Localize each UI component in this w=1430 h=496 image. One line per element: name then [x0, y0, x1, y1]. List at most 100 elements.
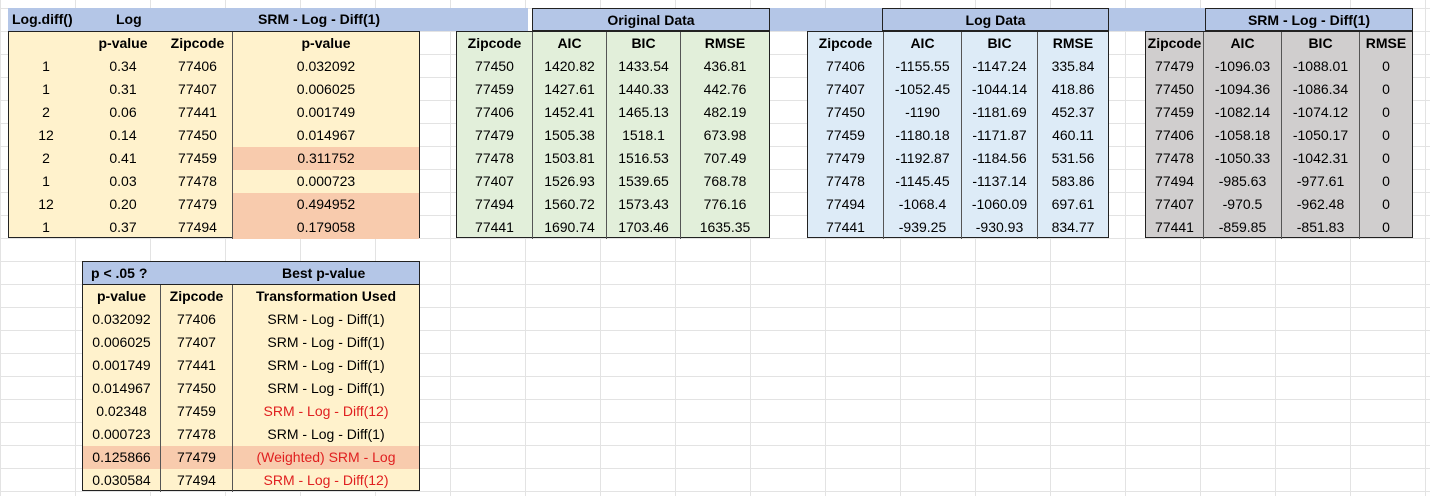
table-cell: -930.93 — [962, 216, 1038, 239]
table-cell: -1184.56 — [962, 147, 1038, 170]
table-cell: 2 — [42, 150, 50, 166]
table-cell: -1074.12 — [1282, 101, 1360, 124]
table-cell: 0.02348 — [83, 400, 161, 423]
table-row: 1 0.03 77478 0.000723 — [9, 170, 419, 193]
table-row: 77459 1427.61 1440.33 442.76 — [457, 78, 769, 101]
table-cell: 1539.65 — [607, 170, 681, 193]
table-row: 77494 -1068.4 -1060.09 697.61 — [808, 193, 1108, 216]
table-cell: 77406 — [808, 55, 884, 78]
table-cell: 1573.43 — [607, 193, 681, 216]
table-cell: SRM - Log - Diff(1) — [267, 426, 385, 442]
table-row: 1 0.37 77494 0.179058 — [9, 216, 419, 239]
table-row: 77478 -1050.33 -1042.31 0 — [1146, 147, 1412, 170]
table-cell: 0.014967 — [296, 127, 356, 143]
table-row: 0.030584 77494 SRM - Log - Diff(12) — [83, 469, 419, 492]
table-cell: 0.006025 — [83, 331, 161, 354]
column-header: BIC — [607, 32, 681, 55]
table-cell: -1137.14 — [962, 170, 1038, 193]
table-cell: 335.84 — [1051, 58, 1095, 74]
table-row: 2 0.41 77459 0.311752 — [9, 147, 419, 170]
table-row: 77450 -1190 -1181.69 452.37 — [808, 101, 1108, 124]
table-cell: -962.48 — [1282, 193, 1360, 216]
table-cell: 1427.61 — [533, 78, 607, 101]
table-cell: 1 — [42, 81, 50, 97]
table-cell: 77479 — [161, 446, 233, 469]
table-cell: 1503.81 — [533, 147, 607, 170]
table-cell: 0.37 — [109, 219, 137, 235]
column-header: p-value — [83, 285, 161, 308]
column-header — [9, 32, 83, 55]
table-cell: 77494 — [161, 469, 233, 492]
table-cell: 77494 — [808, 193, 884, 216]
table-cell: 77441 — [457, 216, 533, 239]
table-cell: 0.03 — [109, 173, 137, 189]
table-cell: -851.83 — [1282, 216, 1360, 239]
table-row: 0.125866 77479 (Weighted) SRM - Log — [83, 446, 419, 469]
table-row: 0.000723 77478 SRM - Log - Diff(1) — [83, 423, 419, 446]
table-row: 0.02348 77459 SRM - Log - Diff(12) — [83, 400, 419, 423]
table-row: 77441 1690.74 1703.46 1635.35 — [457, 216, 769, 239]
table-row: 77478 -1145.45 -1137.14 583.86 — [808, 170, 1108, 193]
table-cell: 0.494952 — [233, 193, 419, 216]
table-cell: 1518.1 — [607, 124, 681, 147]
table-cell: 1465.13 — [607, 101, 681, 124]
table-srm-log-diff1: Zipcode AIC BIC RMSE 77479 -1096.03 -1088.01 0 7… — [1145, 31, 1413, 239]
table-cell: 776.16 — [703, 196, 747, 212]
table-cell: 77494 — [1146, 170, 1204, 193]
table-cell: SRM - Log - Diff(12) — [263, 403, 389, 419]
table-cell: 436.81 — [703, 58, 747, 74]
table-cell: -1042.31 — [1282, 147, 1360, 170]
table-row: 77406 -1155.55 -1147.24 335.84 — [808, 55, 1108, 78]
table-cell: 482.19 — [703, 104, 747, 120]
table-cell: SRM - Log - Diff(1) — [267, 357, 385, 373]
table-cell: 0.030584 — [83, 469, 161, 492]
table-cell: -1088.01 — [1282, 55, 1360, 78]
table-cell: 0 — [1382, 196, 1390, 212]
table-cell: 77459 — [163, 147, 233, 170]
table-cell: -939.25 — [884, 216, 962, 239]
table-row: 0.014967 77450 SRM - Log - Diff(1) — [83, 377, 419, 400]
table-cell: 77459 — [1146, 101, 1204, 124]
table-cell: -1052.45 — [884, 78, 962, 101]
table-cell: 77478 — [161, 423, 233, 446]
table-cell: 0.311752 — [233, 147, 419, 170]
table-cell: -1192.87 — [884, 147, 962, 170]
best-title-left: p < .05 ? — [91, 265, 148, 281]
table-cell: -1050.17 — [1282, 124, 1360, 147]
table-best-pvalue: p-value Zipcode Transformation Used 0.03209… — [82, 284, 420, 492]
table-cell: 77407 — [457, 170, 533, 193]
table-row: 77479 1505.38 1518.1 673.98 — [457, 124, 769, 147]
table-cell: 0.179058 — [233, 216, 419, 239]
table-cell: -985.63 — [1204, 170, 1282, 193]
column-header: Zipcode — [161, 285, 233, 308]
table-cell: SRM - Log - Diff(12) — [263, 472, 389, 488]
table-cell: 0.125866 — [83, 446, 161, 469]
table-cell: 77478 — [163, 170, 233, 193]
table-cell: 77407 — [161, 331, 233, 354]
table-cell: -1155.55 — [884, 55, 962, 78]
table-cell: -1094.36 — [1204, 78, 1282, 101]
table-cell: 77441 — [1146, 216, 1204, 239]
table-cell: 1703.46 — [607, 216, 681, 239]
header-srm-log-diff1: SRM - Log - Diff(1) — [1205, 8, 1413, 31]
table-cell: 77494 — [163, 216, 233, 239]
table-row: 77459 -1082.14 -1074.12 0 — [1146, 101, 1412, 124]
table-cell: 697.61 — [1051, 196, 1095, 212]
table-row: 1 0.34 77406 0.032092 — [9, 55, 419, 78]
table-cell: 77479 — [1146, 55, 1204, 78]
table-row: 12 0.14 77450 0.014967 — [9, 124, 419, 147]
table-cell: 1440.33 — [607, 78, 681, 101]
table-cell: 77450 — [1146, 78, 1204, 101]
table-cell: -1086.34 — [1282, 78, 1360, 101]
column-header: AIC — [884, 32, 962, 55]
table-cell: -1060.09 — [962, 193, 1038, 216]
table-cell: -1096.03 — [1204, 55, 1282, 78]
table-cell: 77407 — [1146, 193, 1204, 216]
table-cell: 77407 — [163, 78, 233, 101]
table-row: 77478 1503.81 1516.53 707.49 — [457, 147, 769, 170]
table-cell: -1145.45 — [884, 170, 962, 193]
column-header: Zipcode — [1146, 32, 1204, 55]
table-cell: 77450 — [163, 124, 233, 147]
table-cell: 77441 — [808, 216, 884, 239]
column-header: Zipcode — [457, 32, 533, 55]
